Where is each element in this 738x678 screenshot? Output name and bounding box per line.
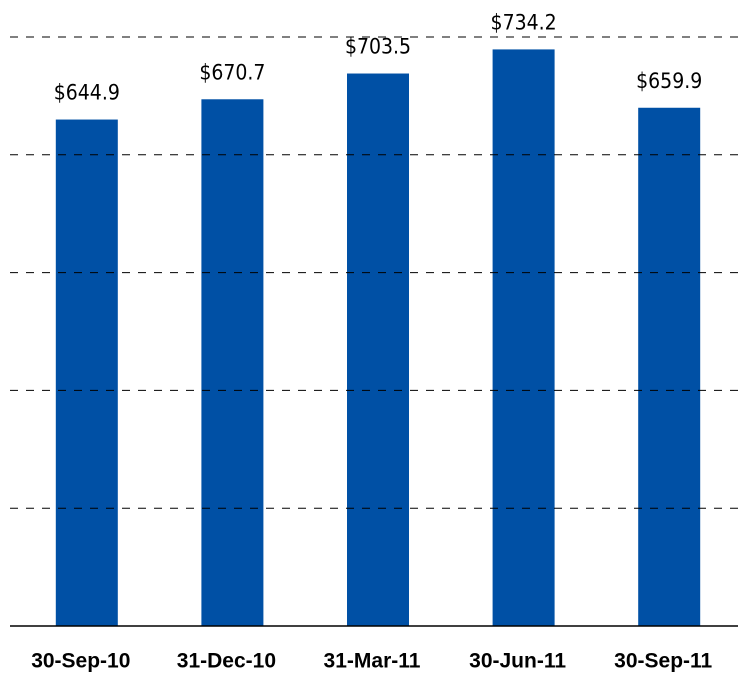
value-label: $734.2 [491,10,557,34]
x-tick-label: 31-Mar-11 [324,650,421,673]
x-tick-label: 30-Sep-10 [31,650,130,673]
value-label: $644.9 [54,81,120,105]
bar [492,49,555,627]
x-tick-label: 30-Sep-11 [614,650,712,673]
bar [347,73,409,626]
bar [201,99,264,627]
value-label: $659.9 [636,69,702,93]
x-tick-label: 31-Dec-10 [177,650,276,673]
bar [638,107,701,626]
value-label: $703.5 [345,35,411,59]
bar [55,119,118,626]
x-tick-label: 30-Jun-11 [469,650,566,673]
value-label: $670.7 [199,60,265,84]
